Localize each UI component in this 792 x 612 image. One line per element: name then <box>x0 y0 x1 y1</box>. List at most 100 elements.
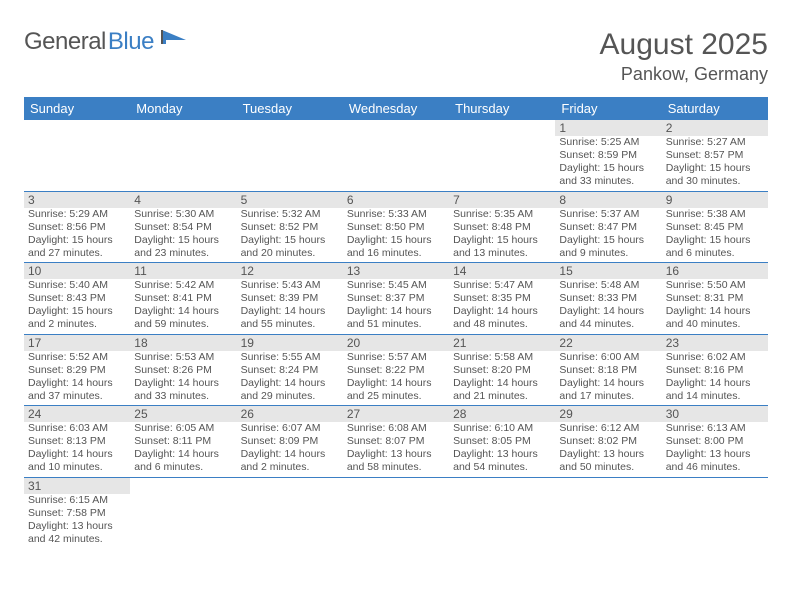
sunset: Sunset: 7:58 PM <box>28 507 126 520</box>
sunset: Sunset: 8:57 PM <box>666 149 764 162</box>
day-number: 20 <box>343 335 449 351</box>
day-number: 4 <box>130 192 236 208</box>
day-cell: 31Sunrise: 6:15 AMSunset: 7:58 PMDayligh… <box>24 477 130 548</box>
day-info: Sunrise: 6:15 AMSunset: 7:58 PMDaylight:… <box>24 494 130 549</box>
day-number: 19 <box>237 335 343 351</box>
week-row: 31Sunrise: 6:15 AMSunset: 7:58 PMDayligh… <box>24 477 768 548</box>
sunset: Sunset: 8:54 PM <box>134 221 232 234</box>
sunrise: Sunrise: 5:40 AM <box>28 279 126 292</box>
sunrise: Sunrise: 5:50 AM <box>666 279 764 292</box>
day-info: Sunrise: 5:30 AMSunset: 8:54 PMDaylight:… <box>130 208 236 263</box>
daylight: Daylight: 15 hours and 23 minutes. <box>134 234 232 260</box>
sunrise: Sunrise: 6:10 AM <box>453 422 551 435</box>
daylight: Daylight: 14 hours and 59 minutes. <box>134 305 232 331</box>
sunset: Sunset: 8:43 PM <box>28 292 126 305</box>
sunset: Sunset: 8:29 PM <box>28 364 126 377</box>
day-info: Sunrise: 5:48 AMSunset: 8:33 PMDaylight:… <box>555 279 661 334</box>
week-row: 3Sunrise: 5:29 AMSunset: 8:56 PMDaylight… <box>24 191 768 263</box>
col-saturday: Saturday <box>662 97 768 120</box>
sunrise: Sunrise: 5:53 AM <box>134 351 232 364</box>
sunrise: Sunrise: 5:45 AM <box>347 279 445 292</box>
daylight: Daylight: 14 hours and 55 minutes. <box>241 305 339 331</box>
sunset: Sunset: 8:05 PM <box>453 435 551 448</box>
day-cell: 2Sunrise: 5:27 AMSunset: 8:57 PMDaylight… <box>662 120 768 191</box>
sunset: Sunset: 8:47 PM <box>559 221 657 234</box>
sunset: Sunset: 8:48 PM <box>453 221 551 234</box>
sunrise: Sunrise: 5:29 AM <box>28 208 126 221</box>
day-cell: 30Sunrise: 6:13 AMSunset: 8:00 PMDayligh… <box>662 406 768 478</box>
day-number: 26 <box>237 406 343 422</box>
sunset: Sunset: 8:50 PM <box>347 221 445 234</box>
daylight: Daylight: 14 hours and 2 minutes. <box>241 448 339 474</box>
daylight: Daylight: 14 hours and 25 minutes. <box>347 377 445 403</box>
day-info: Sunrise: 6:03 AMSunset: 8:13 PMDaylight:… <box>24 422 130 477</box>
day-info: Sunrise: 6:10 AMSunset: 8:05 PMDaylight:… <box>449 422 555 477</box>
day-cell: 5Sunrise: 5:32 AMSunset: 8:52 PMDaylight… <box>237 191 343 263</box>
day-cell <box>662 477 768 548</box>
daylight: Daylight: 14 hours and 44 minutes. <box>559 305 657 331</box>
sunrise: Sunrise: 5:35 AM <box>453 208 551 221</box>
day-number: 6 <box>343 192 449 208</box>
logo: GeneralBlue <box>24 28 190 56</box>
day-cell: 22Sunrise: 6:00 AMSunset: 8:18 PMDayligh… <box>555 334 661 406</box>
daylight: Daylight: 14 hours and 6 minutes. <box>134 448 232 474</box>
sunset: Sunset: 8:11 PM <box>134 435 232 448</box>
day-number: 12 <box>237 263 343 279</box>
page: GeneralBlue August 2025 Pankow, Germany … <box>0 0 792 560</box>
day-cell <box>343 477 449 548</box>
day-info: Sunrise: 6:07 AMSunset: 8:09 PMDaylight:… <box>237 422 343 477</box>
day-number: 5 <box>237 192 343 208</box>
day-cell: 26Sunrise: 6:07 AMSunset: 8:09 PMDayligh… <box>237 406 343 478</box>
day-number: 1 <box>555 120 661 136</box>
day-cell: 21Sunrise: 5:58 AMSunset: 8:20 PMDayligh… <box>449 334 555 406</box>
day-info: Sunrise: 5:29 AMSunset: 8:56 PMDaylight:… <box>24 208 130 263</box>
day-number: 8 <box>555 192 661 208</box>
day-cell: 11Sunrise: 5:42 AMSunset: 8:41 PMDayligh… <box>130 263 236 335</box>
day-info: Sunrise: 5:45 AMSunset: 8:37 PMDaylight:… <box>343 279 449 334</box>
day-cell: 4Sunrise: 5:30 AMSunset: 8:54 PMDaylight… <box>130 191 236 263</box>
week-row: 17Sunrise: 5:52 AMSunset: 8:29 PMDayligh… <box>24 334 768 406</box>
sunrise: Sunrise: 5:30 AM <box>134 208 232 221</box>
day-info: Sunrise: 6:13 AMSunset: 8:00 PMDaylight:… <box>662 422 768 477</box>
day-number: 23 <box>662 335 768 351</box>
day-number: 29 <box>555 406 661 422</box>
sunset: Sunset: 8:20 PM <box>453 364 551 377</box>
daylight: Daylight: 14 hours and 40 minutes. <box>666 305 764 331</box>
sunrise: Sunrise: 5:37 AM <box>559 208 657 221</box>
daylight: Daylight: 14 hours and 29 minutes. <box>241 377 339 403</box>
day-info: Sunrise: 5:25 AMSunset: 8:59 PMDaylight:… <box>555 136 661 191</box>
calendar-table: Sunday Monday Tuesday Wednesday Thursday… <box>24 97 768 548</box>
day-cell: 16Sunrise: 5:50 AMSunset: 8:31 PMDayligh… <box>662 263 768 335</box>
daylight: Daylight: 15 hours and 9 minutes. <box>559 234 657 260</box>
col-sunday: Sunday <box>24 97 130 120</box>
day-cell <box>24 120 130 191</box>
sunset: Sunset: 8:45 PM <box>666 221 764 234</box>
sunset: Sunset: 8:39 PM <box>241 292 339 305</box>
day-number: 14 <box>449 263 555 279</box>
col-thursday: Thursday <box>449 97 555 120</box>
day-cell: 19Sunrise: 5:55 AMSunset: 8:24 PMDayligh… <box>237 334 343 406</box>
day-info: Sunrise: 6:08 AMSunset: 8:07 PMDaylight:… <box>343 422 449 477</box>
daylight: Daylight: 15 hours and 16 minutes. <box>347 234 445 260</box>
day-info: Sunrise: 5:35 AMSunset: 8:48 PMDaylight:… <box>449 208 555 263</box>
sunset: Sunset: 8:16 PM <box>666 364 764 377</box>
day-cell <box>237 477 343 548</box>
day-cell: 23Sunrise: 6:02 AMSunset: 8:16 PMDayligh… <box>662 334 768 406</box>
day-cell: 1Sunrise: 5:25 AMSunset: 8:59 PMDaylight… <box>555 120 661 191</box>
sunset: Sunset: 8:00 PM <box>666 435 764 448</box>
daylight: Daylight: 14 hours and 48 minutes. <box>453 305 551 331</box>
day-number: 31 <box>24 478 130 494</box>
week-row: 1Sunrise: 5:25 AMSunset: 8:59 PMDaylight… <box>24 120 768 191</box>
day-number: 7 <box>449 192 555 208</box>
sunrise: Sunrise: 5:27 AM <box>666 136 764 149</box>
day-number: 27 <box>343 406 449 422</box>
day-info: Sunrise: 5:50 AMSunset: 8:31 PMDaylight:… <box>662 279 768 334</box>
header: GeneralBlue August 2025 Pankow, Germany <box>24 28 768 85</box>
day-info: Sunrise: 5:58 AMSunset: 8:20 PMDaylight:… <box>449 351 555 406</box>
day-cell: 9Sunrise: 5:38 AMSunset: 8:45 PMDaylight… <box>662 191 768 263</box>
sunrise: Sunrise: 5:38 AM <box>666 208 764 221</box>
day-info: Sunrise: 5:40 AMSunset: 8:43 PMDaylight:… <box>24 279 130 334</box>
sunrise: Sunrise: 5:43 AM <box>241 279 339 292</box>
sunrise: Sunrise: 6:05 AM <box>134 422 232 435</box>
day-number: 30 <box>662 406 768 422</box>
